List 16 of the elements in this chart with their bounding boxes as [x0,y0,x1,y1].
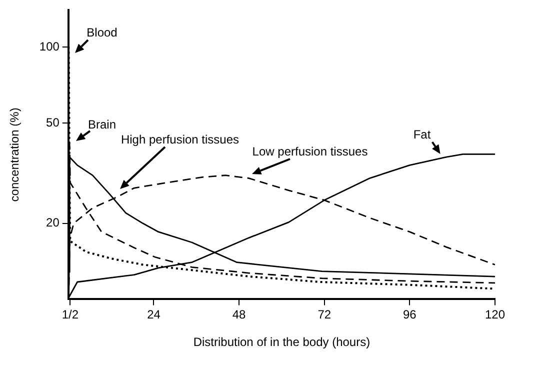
text: High perfusion tissues [120,132,240,146]
y-tick-label: 50 [46,115,60,130]
x-tick-label: 48 [232,308,246,322]
x-tick-label: 24 [147,308,161,322]
series-label: Brain [88,117,116,132]
series-label: Fat [413,127,432,142]
series-label: Blood [86,25,118,40]
x-tick-label: 96 [403,308,417,322]
x-axis-title: Distribution of in the body (hours) [193,335,370,350]
y-tick-label: 20 [46,216,60,230]
x-tick-label: 1/2 [62,308,79,322]
y-tick-label: 100 [39,39,60,54]
y-axis-title: concentration (%) [8,108,22,202]
x-tick-label: 72 [318,308,332,322]
x-tick-label: 120 [484,308,506,322]
series-label: Low perfusion tissues [252,144,368,158]
